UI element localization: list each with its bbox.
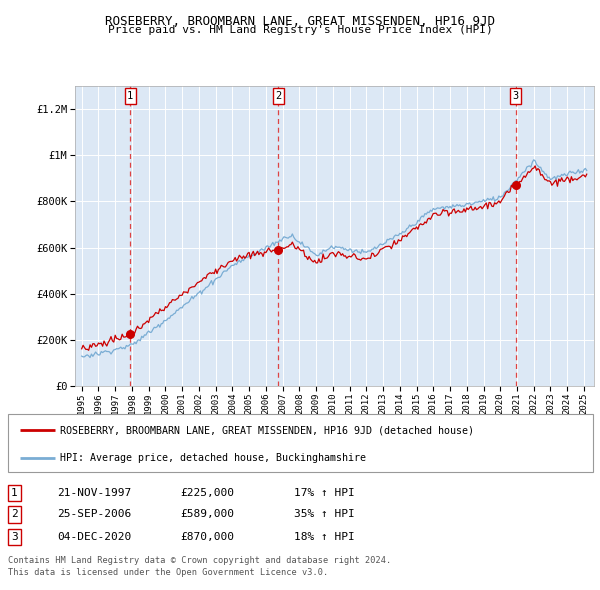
Text: £225,000: £225,000 [180, 488, 234, 497]
Text: 1: 1 [11, 488, 17, 497]
Text: Price paid vs. HM Land Registry's House Price Index (HPI): Price paid vs. HM Land Registry's House … [107, 25, 493, 35]
Text: This data is licensed under the Open Government Licence v3.0.: This data is licensed under the Open Gov… [8, 568, 328, 577]
Text: 17% ↑ HPI: 17% ↑ HPI [294, 488, 355, 497]
Text: ROSEBERRY, BROOMBARN LANE, GREAT MISSENDEN, HP16 9JD (detached house): ROSEBERRY, BROOMBARN LANE, GREAT MISSEND… [61, 425, 475, 435]
Text: £589,000: £589,000 [180, 510, 234, 519]
Text: 04-DEC-2020: 04-DEC-2020 [57, 532, 131, 542]
Text: 35% ↑ HPI: 35% ↑ HPI [294, 510, 355, 519]
Text: £870,000: £870,000 [180, 532, 234, 542]
Text: 18% ↑ HPI: 18% ↑ HPI [294, 532, 355, 542]
Text: Contains HM Land Registry data © Crown copyright and database right 2024.: Contains HM Land Registry data © Crown c… [8, 556, 391, 565]
Text: 3: 3 [512, 91, 519, 101]
Text: HPI: Average price, detached house, Buckinghamshire: HPI: Average price, detached house, Buck… [61, 453, 367, 463]
Text: 25-SEP-2006: 25-SEP-2006 [57, 510, 131, 519]
FancyBboxPatch shape [8, 414, 593, 472]
Text: 2: 2 [11, 510, 17, 519]
Text: 2: 2 [275, 91, 281, 101]
Text: 1: 1 [127, 91, 133, 101]
Text: 21-NOV-1997: 21-NOV-1997 [57, 488, 131, 497]
Text: ROSEBERRY, BROOMBARN LANE, GREAT MISSENDEN, HP16 9JD: ROSEBERRY, BROOMBARN LANE, GREAT MISSEND… [105, 15, 495, 28]
Text: 3: 3 [11, 532, 17, 542]
